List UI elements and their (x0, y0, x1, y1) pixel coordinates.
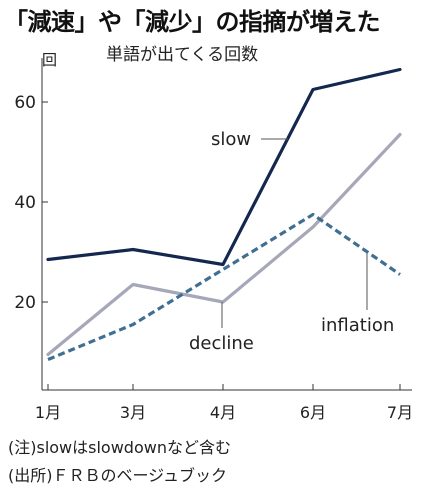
series-line-inflation (47, 212, 401, 361)
y-tick-label: 60 (14, 93, 36, 113)
x-tick-label: 3月 (120, 403, 146, 422)
x-tick-label: 7月 (387, 403, 413, 422)
x-tick-label: 4月 (210, 403, 236, 422)
footnote-note: (注)slowはslowdownなど含む (8, 438, 231, 457)
chart-title: 「減速」や「減少」の指摘が増えた (4, 8, 381, 36)
series-line-slow (46, 67, 402, 267)
chart-subtitle: 単語が出てくる回数 (106, 45, 259, 65)
y-axis-unit: 回 (42, 51, 58, 69)
y-tick-label: 20 (14, 293, 36, 313)
series-label-decline: decline (189, 333, 254, 354)
x-tick-label: 1月 (35, 403, 61, 422)
footnote-source: (出所)ＦＲＢのベージュブック (8, 466, 228, 485)
y-tick-label: 40 (14, 193, 36, 213)
series-line-decline (46, 132, 402, 357)
series-label-inflation: inflation (321, 315, 394, 336)
x-tick-label: 6月 (300, 403, 326, 422)
series-label-slow: slow (211, 129, 251, 150)
